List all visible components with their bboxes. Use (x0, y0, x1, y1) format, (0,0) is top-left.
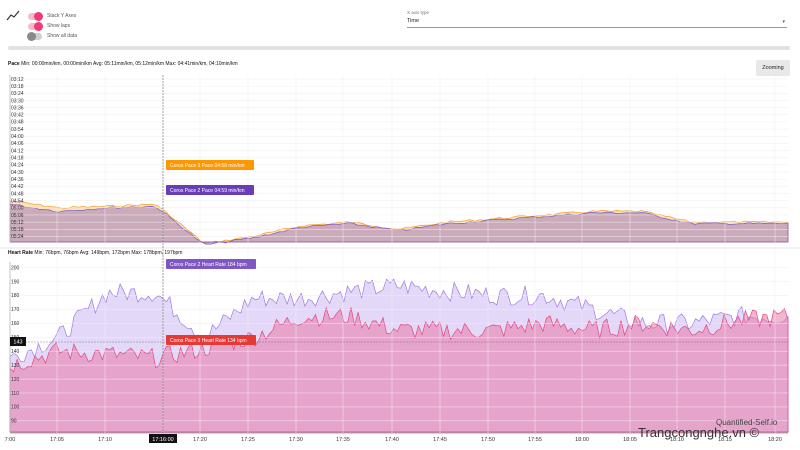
pace-y-tick: 04:06 (11, 141, 24, 147)
x-tick-label: 7:00 (5, 437, 16, 443)
x-tick-label: 17:25 (241, 437, 255, 443)
hr3-tooltip-text: Coros Pace 3 Heart Rate 134 bpm (170, 338, 247, 344)
heart-rate-header-title: Heart Rate (8, 250, 34, 256)
pace-y-tick: 04:42 (11, 184, 24, 190)
hr-y-tick: 140 (11, 349, 20, 355)
pace-y-tick: 04:00 (11, 134, 24, 140)
hr2-tooltip-box (166, 259, 256, 269)
pace-y-tick: 05:06 (11, 213, 24, 219)
crosshair-time-badge (149, 434, 177, 443)
x-tick-label: 17:45 (433, 437, 447, 443)
pace-y-tick: 03:36 (11, 105, 24, 111)
hr-y-tick: 90 (11, 419, 17, 425)
x-tick-label: 17:20 (193, 437, 207, 443)
trangcongnghe-watermark: Trangcongnghe.vn © (638, 425, 760, 440)
hr-y-tick: 130 (11, 363, 20, 369)
x-axis-type-select[interactable]: X axis type Time ▾ (407, 10, 787, 28)
hr-y-tick: 190 (11, 279, 20, 285)
x-tick-label: 17:55 (528, 437, 542, 443)
hr-y-tick: 160 (11, 321, 20, 327)
pace3-tooltip-text: Coros Pace 3 Pace 04:58 min/km (170, 163, 244, 169)
hr2-tooltip-text: Coros Pace 2 Heart Rate 184 bpm (170, 262, 247, 268)
stack-y-axes-toggle[interactable] (28, 11, 43, 21)
pace-header-title: Pace (8, 61, 20, 67)
x-axis-type-caption: X axis type (407, 10, 430, 15)
pace-y-tick: 04:48 (11, 191, 24, 197)
pace-y-tick: 04:12 (11, 148, 24, 154)
pace-y-tick: 04:36 (11, 177, 24, 183)
crosshair-value-label: 143 (13, 340, 22, 346)
x-tick-label: 17:50 (481, 437, 495, 443)
hr-y-tick: 110 (11, 391, 19, 397)
pace-y-tick: 04:54 (11, 198, 24, 204)
x-tick-label: 17:35 (336, 437, 350, 443)
heart-rate-header-stats: Min: 76bpm, 76bpm Avg: 149bpm, 172bpm Ma… (34, 250, 183, 256)
x-tick-label: 17:40 (385, 437, 399, 443)
pace-y-tick: 03:42 (11, 113, 24, 119)
hr-y-tick: 200 (11, 265, 20, 271)
x-tick-label: 17:16:00 (152, 437, 173, 443)
hr-pace3-area (9, 306, 789, 433)
pace-y-tick: 03:30 (11, 98, 24, 104)
pace-y-tick: 04:24 (11, 163, 24, 169)
pace-y-tick: 05:00 (11, 206, 24, 212)
x-tick-label: 18:00 (575, 437, 589, 443)
pace-2-area (9, 203, 789, 245)
x-tick-label: 18:15 (718, 437, 732, 443)
x-tick-label: 18:05 (623, 437, 637, 443)
chart-line-icon (6, 10, 20, 21)
hr-y-tick: 120 (11, 377, 20, 383)
pace-y-tick: 05:12 (11, 220, 24, 226)
pace-y-tick: 03:48 (11, 120, 24, 126)
show-laps-toggle-row[interactable]: Show laps (28, 21, 70, 31)
x-axis-type-value: Time (407, 18, 420, 24)
x-tick-label: 18:10 (670, 437, 684, 443)
chevron-down-icon: ▾ (782, 19, 785, 25)
pace-y-tick: 04:18 (11, 156, 24, 162)
stack-y-axes-label: Stack Y Axes (47, 13, 77, 19)
hr-y-tick: 170 (11, 307, 20, 313)
stack-y-axes-toggle-row[interactable]: Stack Y Axes (28, 11, 76, 21)
x-tick-label: 17:30 (289, 437, 303, 443)
pace-y-tick: 03:24 (11, 91, 24, 97)
pace-header: Pace Min: 00:00min/km, 00:00min/km Avg: … (8, 61, 238, 67)
pace-y-tick: 03:12 (11, 77, 24, 83)
pace2-tooltip-text: Coros Pace 2 Pace 04:59 min/km (170, 188, 244, 194)
pace-header-stats: Min: 00:00min/km, 00:00min/km Avg: 05:11… (21, 61, 238, 67)
pace-y-tick: 05:24 (11, 234, 24, 240)
pace-y-tick: 04:30 (11, 170, 24, 176)
show-laps-toggle[interactable] (28, 21, 43, 31)
x-axis-type-field[interactable]: Time ▾ (407, 18, 787, 28)
x-tick-label: 17:10 (98, 437, 112, 443)
hr-y-tick: 180 (11, 293, 20, 299)
pace2-tooltip-box (166, 185, 254, 195)
crosshair-value-badge (10, 337, 26, 346)
pace3-tooltip-box (166, 160, 254, 170)
toolbar: Stack Y Axes Show laps Show all data X a… (0, 0, 800, 48)
show-laps-label: Show laps (47, 23, 71, 29)
show-all-data-toggle[interactable] (27, 31, 42, 41)
x-tick-label: 17:05 (50, 437, 64, 443)
quantified-self-watermark: Quantified-Self.io (716, 418, 778, 427)
pace-y-tick: 05:18 (11, 227, 24, 233)
zooming-button[interactable]: Zooming (756, 60, 790, 76)
hr3-tooltip-box (166, 335, 256, 345)
hr-y-tick: 100 (11, 405, 20, 411)
pace-y-tick: 03:18 (11, 84, 24, 90)
heart-rate-header: Heart Rate Min: 76bpm, 76bpm Avg: 149bpm… (8, 250, 182, 256)
x-tick-label: 18:20 (768, 437, 782, 443)
show-all-data-label: Show all data (47, 33, 78, 39)
pace-y-tick: 03:54 (11, 127, 24, 133)
show-all-data-toggle-row[interactable]: Show all data (27, 31, 78, 41)
loading-progress-bar (8, 46, 790, 50)
